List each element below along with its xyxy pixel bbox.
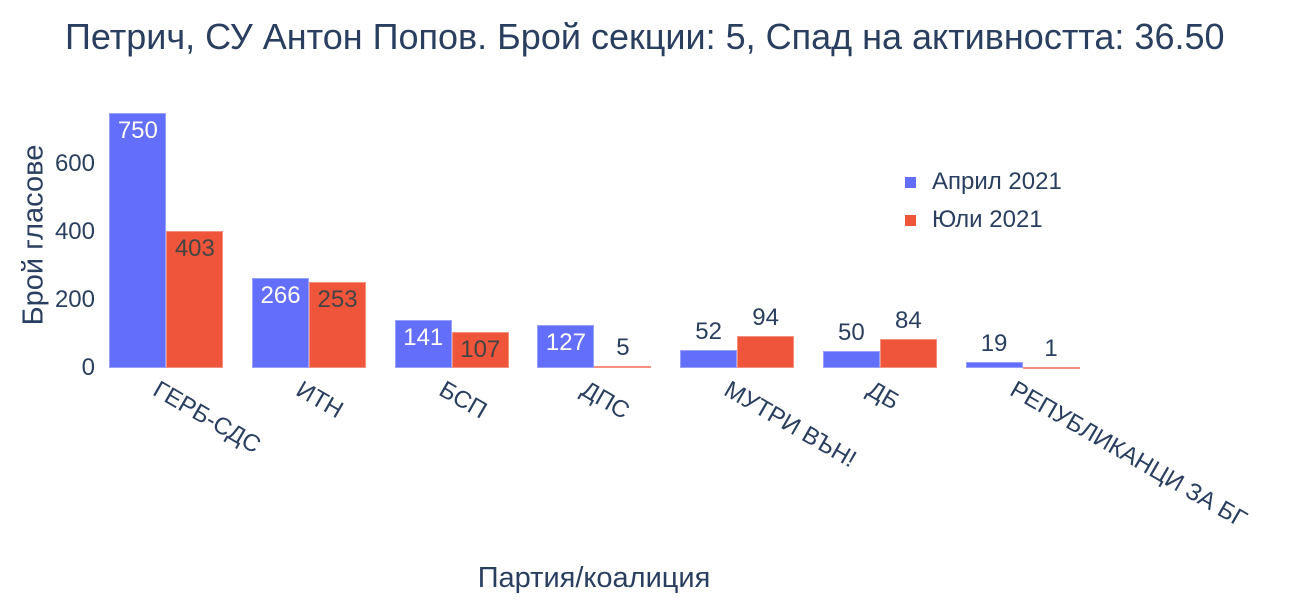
- bar-value-label: 750: [117, 117, 158, 144]
- bar-april-6[interactable]: [965, 361, 1023, 368]
- bar-value-label: 5: [616, 334, 630, 362]
- y-tick-400: 400: [54, 218, 95, 245]
- bar-april-3[interactable]: [537, 324, 595, 368]
- bar-value-label: 141: [403, 324, 444, 352]
- bar-value-label: 84: [894, 307, 922, 335]
- bar-value-label: 94: [752, 304, 779, 332]
- legend-item-july-2021[interactable]: Юли 2021: [905, 201, 1062, 239]
- x-tick-label: МУТРИ ВЪН!: [719, 376, 861, 474]
- bar-value-label: 127: [545, 328, 586, 356]
- bar-value-label: 50: [837, 319, 865, 346]
- bar-april-4[interactable]: [680, 350, 738, 368]
- bar-value-label: 107: [460, 335, 501, 363]
- bar-july-5[interactable]: [879, 339, 937, 368]
- y-tick-600: 600: [54, 150, 95, 177]
- chart-title: Петрич, СУ Антон Попов. Брой секции: 5, …: [65, 16, 1225, 57]
- bar-july-6[interactable]: [1022, 367, 1080, 369]
- y-axis-label: Брой гласове: [17, 144, 50, 326]
- x-axis-label: Партия/коалиция: [477, 562, 711, 594]
- x-tick-label: БСП: [434, 376, 492, 425]
- bar-july-3[interactable]: [594, 366, 652, 369]
- bar-value-label: 19: [980, 329, 1008, 357]
- x-tick-label: ДПС: [576, 376, 635, 425]
- bar-april-1[interactable]: [252, 277, 310, 368]
- legend-swatch-april: [905, 176, 916, 188]
- bar-value-label: 266: [260, 281, 301, 309]
- bar-value-label: 52: [695, 318, 722, 346]
- legend-label-july: Юли 2021: [932, 206, 1043, 233]
- bar-july-4[interactable]: [737, 336, 795, 368]
- bar-april-5[interactable]: [822, 351, 880, 368]
- bar-value-label: 1: [1044, 335, 1058, 362]
- x-tick-label: ИТН: [291, 376, 348, 425]
- x-tick-label: РЕПУБЛИКАНЦИ ЗА БГ: [1005, 376, 1251, 534]
- legend: Април 2021 Юли 2021: [905, 163, 1062, 239]
- bar-value-label: 253: [317, 285, 358, 313]
- bar-april-0[interactable]: [109, 113, 167, 368]
- bar-value-label: 403: [174, 234, 215, 262]
- bar-april-2[interactable]: [394, 320, 452, 368]
- legend-item-april-2021[interactable]: Април 2021: [905, 163, 1062, 201]
- y-tick-200: 200: [54, 286, 95, 313]
- y-tick-0: 0: [81, 354, 95, 381]
- x-tick-label: ДБ: [862, 376, 904, 416]
- bar-july-2[interactable]: [451, 331, 509, 368]
- bar-july-1[interactable]: [309, 281, 367, 368]
- legend-label-april: Април 2021: [932, 168, 1062, 195]
- x-tick-label: ГЕРБ-СДС: [148, 376, 266, 459]
- bar-july-0[interactable]: [166, 230, 224, 368]
- legend-swatch-july: [905, 214, 916, 226]
